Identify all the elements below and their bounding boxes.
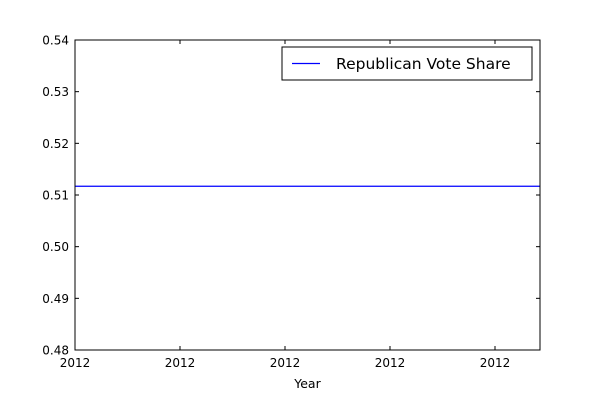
y-tick-label: 0.53: [42, 85, 69, 99]
y-tick-label: 0.50: [42, 240, 69, 254]
x-axis-label: Year: [293, 376, 321, 391]
legend-label: Republican Vote Share: [336, 55, 511, 73]
x-tick-label: 2012: [60, 356, 91, 370]
y-tick-label: 0.49: [42, 292, 69, 306]
tick-labels-layer: 0.48 0.49 0.50 0.51 0.52 0.53 0.54 2012 2012 2012…: [42, 34, 510, 371]
y-tick-label: 0.52: [42, 137, 69, 151]
legend-box: [281, 46, 533, 81]
x-tick-label: 2012: [270, 356, 301, 370]
y-tick-label: 0.48: [42, 344, 69, 358]
y-tick-label: 0.51: [42, 189, 69, 203]
x-tick-label: 2012: [480, 356, 511, 370]
plot-frame: [74, 39, 541, 351]
legend: Republican Vote Share: [281, 46, 533, 81]
x-tick-label: 2012: [165, 356, 196, 370]
x-tick-label: 2012: [375, 356, 406, 370]
y-tick-label: 0.54: [42, 34, 69, 48]
